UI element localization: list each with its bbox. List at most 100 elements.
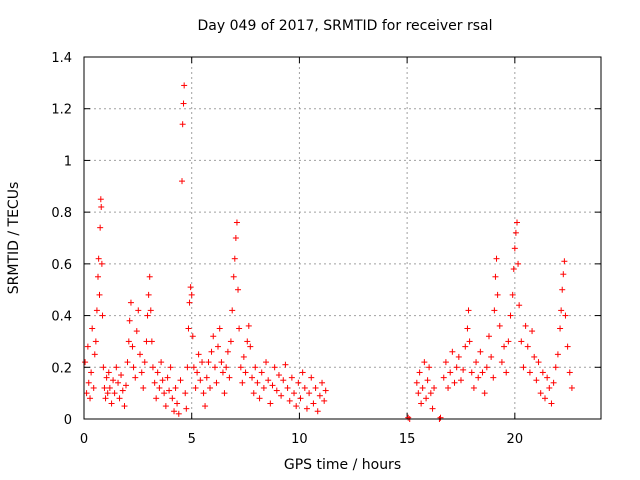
data-point [96,291,103,298]
data-point [95,273,102,280]
data-point [101,384,108,391]
data-point [138,369,145,376]
data-point [319,379,326,386]
data-point [110,377,117,384]
data-point [247,343,254,350]
data-point [426,364,433,371]
data-point [455,353,462,360]
data-point [431,384,438,391]
data-point [104,390,111,397]
data-point [492,273,499,280]
data-point [423,395,430,402]
data-point [200,390,207,397]
data-point [413,379,420,386]
data-point [226,374,233,381]
data-point [87,395,94,402]
data-point [180,100,187,107]
data-point [493,255,500,262]
data-point [293,403,300,410]
data-point [231,255,238,262]
data-point [316,392,323,399]
data-point [299,369,306,376]
plot-frame [83,56,602,420]
data-point [405,414,412,421]
data-point [457,377,464,384]
data-point [89,325,96,332]
data-point [503,369,510,376]
data-point [144,312,151,319]
data-point [445,384,452,391]
data-point [483,364,490,371]
data-point [151,379,158,386]
data-point [566,369,573,376]
data-point [97,224,104,231]
data-point [263,359,270,366]
data-point [83,390,90,397]
data-point [154,369,161,376]
data-point [190,364,197,371]
data-point [143,338,150,345]
x-tick-label: 10 [291,432,308,447]
data-point [146,273,153,280]
y-tick-label: 0.2 [51,361,72,376]
data-point [97,196,104,203]
data-point [219,369,226,376]
y-tick-label: 1.4 [51,51,72,66]
data-point [133,328,140,335]
data-point [554,351,561,358]
data-point [210,333,217,340]
data-point [501,343,508,350]
data-point [242,369,249,376]
data-point [229,307,236,314]
data-point [124,359,131,366]
data-point [437,414,444,421]
data-point [105,369,112,376]
data-point [460,366,467,373]
data-point [108,400,115,407]
data-point [199,359,206,366]
data-point [515,260,522,267]
data-point [183,405,190,412]
data-point [314,408,321,415]
data-point [186,299,193,306]
data-point [286,397,293,404]
data-point [213,379,220,386]
data-point [526,369,533,376]
x-tick-label: 5 [188,432,196,447]
data-point [214,343,221,350]
data-point [205,359,212,366]
data-point [275,372,282,379]
data-point [207,384,214,391]
data-point [203,374,210,381]
y-tick-label: 0.8 [51,206,72,221]
data-point [321,397,328,404]
data-point [130,364,137,371]
chart-title: Day 049 of 2017, SRMTID for receiver rsa… [197,18,493,34]
data-point [118,372,125,379]
grid-lines [84,57,601,419]
data-point [524,343,531,350]
y-tick-label: 1 [64,154,72,169]
data-point [185,325,192,332]
data-point [153,395,160,402]
data-point [550,379,557,386]
data-point [548,400,555,407]
data-points [82,82,575,422]
data-point [162,403,169,410]
y-tick-label: 0.6 [51,258,72,273]
data-point [98,203,105,210]
data-point [192,384,199,391]
data-point [488,353,495,360]
data-point [232,235,239,241]
data-point [546,384,553,391]
data-point [129,343,136,350]
data-point [308,374,315,381]
data-point [188,291,195,298]
data-point [564,343,571,350]
data-point [216,325,223,332]
data-point [477,348,484,355]
data-point [424,377,431,384]
data-point [177,377,184,384]
data-point [256,395,263,402]
data-point [291,390,298,397]
